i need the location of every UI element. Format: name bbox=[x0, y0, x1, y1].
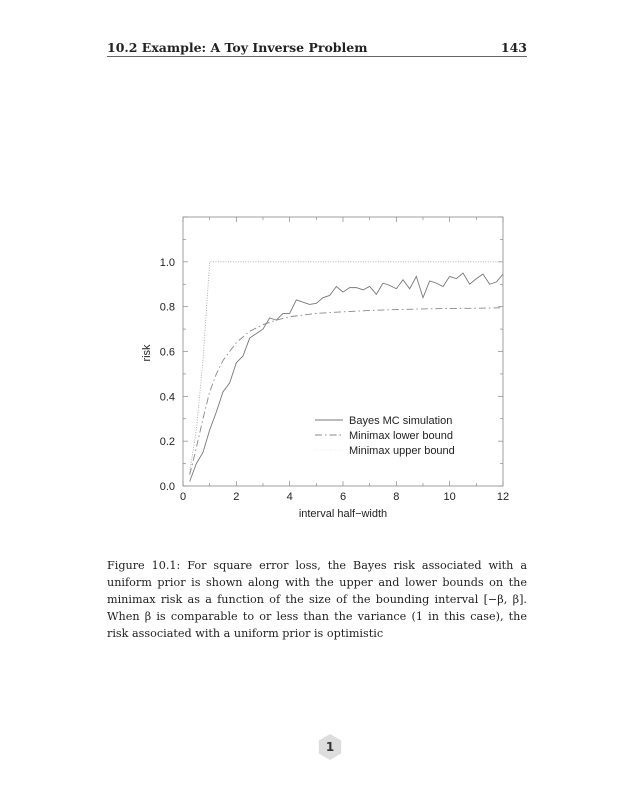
y-axis-label: risk bbox=[141, 344, 153, 362]
y-tick-label: 0.4 bbox=[160, 391, 175, 403]
page-number: 143 bbox=[500, 40, 527, 55]
risk-chart: 0 2 4 6 8 10 12 0.0 0.2 0.4 0.6 0.8 1.0 Bayes MC sim… bbox=[141, 216, 509, 520]
section-title: 10.2 Example: A Toy Inverse Problem bbox=[107, 40, 368, 55]
running-header: 10.2 Example: A Toy Inverse Problem 143 bbox=[107, 40, 527, 57]
x-tick-label: 0 bbox=[180, 491, 186, 503]
legend: Bayes MC simulation Minimax lower bound Mi… bbox=[315, 415, 455, 457]
y-tick-label: 1.0 bbox=[160, 257, 175, 269]
series-line-bayes-mc-simulation bbox=[189, 272, 504, 482]
y-tick-label: 0.8 bbox=[160, 302, 175, 314]
figure-caption: Figure 10.1: For square error loss, the … bbox=[107, 559, 527, 640]
page-badge: 1 bbox=[318, 734, 342, 760]
x-tick-label: 6 bbox=[340, 491, 346, 503]
legend-label: Bayes MC simulation bbox=[349, 415, 452, 427]
plot-frame bbox=[182, 216, 504, 487]
x-axis-label: interval half−width bbox=[299, 508, 387, 520]
x-tick-label: 10 bbox=[444, 491, 456, 503]
y-tick-label: 0.6 bbox=[160, 347, 175, 359]
x-tick-label: 2 bbox=[233, 491, 239, 503]
x-tick-label: 4 bbox=[287, 491, 293, 503]
legend-label: Minimax upper bound bbox=[349, 445, 455, 457]
series-line-minimax-lower-bound bbox=[189, 307, 504, 475]
series-line-minimax-upper-bound bbox=[189, 261, 503, 473]
legend-label: Minimax lower bound bbox=[349, 430, 453, 442]
x-tick-label: 8 bbox=[393, 491, 399, 503]
y-tick-label: 0.2 bbox=[160, 436, 175, 448]
x-tick-label: 12 bbox=[497, 491, 509, 503]
y-tick-label: 0.0 bbox=[160, 481, 175, 493]
